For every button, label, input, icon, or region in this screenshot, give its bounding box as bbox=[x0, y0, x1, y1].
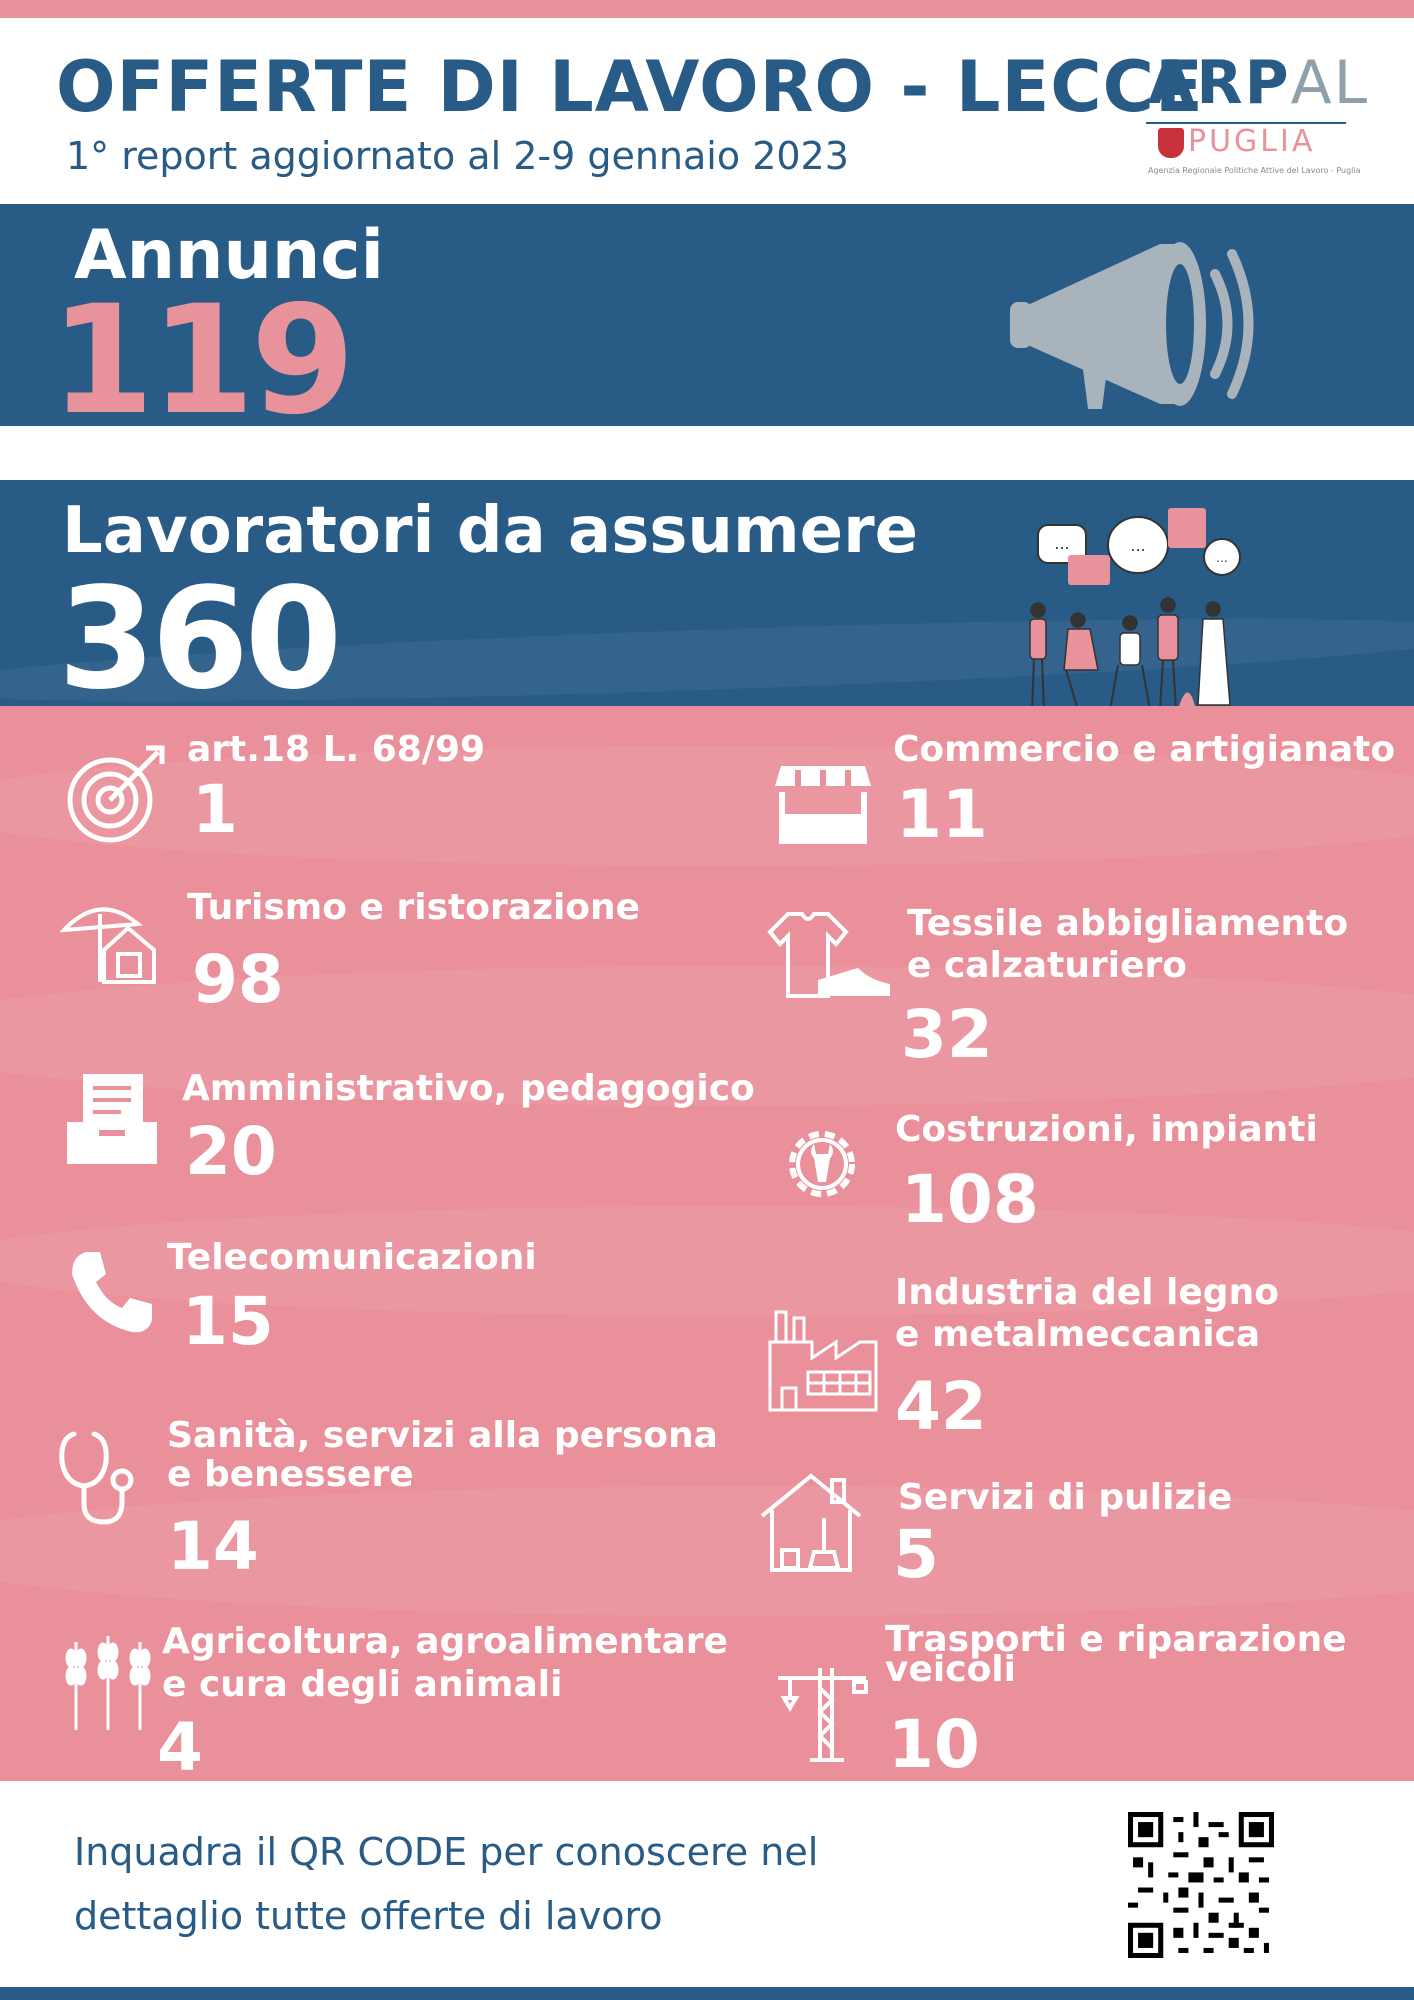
svg-text:...: ... bbox=[1130, 536, 1145, 555]
category-label-line2: e calzaturiero bbox=[907, 945, 1188, 986]
megaphone-icon bbox=[1010, 242, 1254, 409]
category-label: Commercio e artigianato bbox=[893, 729, 1396, 770]
category-label: art.18 L. 68/99 bbox=[187, 729, 486, 770]
brush-texture bbox=[0, 746, 1414, 866]
category-value: 20 bbox=[185, 1113, 277, 1190]
page-title: OFFERTE DI LAVORO - LECCE bbox=[56, 46, 1204, 128]
logo-rule bbox=[1146, 122, 1346, 124]
category-label-line2: veicoli bbox=[885, 1649, 1016, 1690]
category-value: 14 bbox=[167, 1508, 259, 1585]
category-value: 15 bbox=[182, 1283, 274, 1360]
category-label: Servizi di pulizie bbox=[898, 1477, 1233, 1518]
category-value: 11 bbox=[896, 776, 988, 853]
qr-instructions-line1: Inquadra il QR CODE per conoscere nel bbox=[74, 1830, 819, 1874]
category-label: Industria del legno bbox=[895, 1272, 1279, 1313]
tshirt-shoe-icon bbox=[767, 912, 890, 998]
category-value: 5 bbox=[893, 1516, 939, 1593]
gear-wrench-icon bbox=[789, 1131, 855, 1197]
shop-stall-icon bbox=[775, 766, 871, 844]
category-value: 98 bbox=[192, 941, 284, 1018]
phone-icon bbox=[72, 1252, 152, 1333]
brush-texture bbox=[0, 1486, 1414, 1616]
page-subtitle: 1° report aggiornato al 2-9 gennaio 2023 bbox=[66, 134, 849, 178]
logo-caption: Agenzia Regionale Politiche Attive del L… bbox=[1148, 166, 1361, 175]
annunci-value: 119 bbox=[50, 274, 355, 448]
qr-instructions: Inquadra il QR CODE per conoscere nel de… bbox=[74, 1820, 834, 1948]
category-label: Amministrativo, pedagogico bbox=[182, 1068, 755, 1109]
svg-text:...: ... bbox=[1054, 534, 1069, 553]
logo-arpal-text: ARPAL bbox=[1148, 48, 1370, 118]
category-label: Sanità, servizi alla persona bbox=[167, 1415, 718, 1456]
category-label: Telecomunicazioni bbox=[167, 1237, 537, 1278]
categories-panel bbox=[0, 706, 1414, 1781]
category-label: Trasporti e riparazione bbox=[885, 1619, 1347, 1660]
category-label-line2: e metalmeccanica bbox=[895, 1314, 1261, 1355]
qr-code-icon[interactable] bbox=[1128, 1812, 1274, 1958]
target-icon bbox=[67, 745, 165, 843]
brush-texture bbox=[0, 1206, 1414, 1316]
category-label: Costruzioni, impianti bbox=[895, 1109, 1318, 1150]
lavoratori-band: Lavoratori da assumere 360 bbox=[0, 480, 1414, 706]
category-label-line2: e benessere bbox=[167, 1454, 414, 1495]
category-label: Turismo e ristorazione bbox=[187, 887, 641, 928]
arpal-puglia-logo: ARPAL PUGLIA Agenzia Regionale Politiche… bbox=[1140, 48, 1367, 183]
people-discussion-illustration: ... ... ... bbox=[1029, 508, 1241, 711]
category-value: 4 bbox=[157, 1709, 203, 1786]
document-tray-icon bbox=[67, 1074, 157, 1164]
category-value: 42 bbox=[895, 1368, 987, 1445]
category-value: 10 bbox=[888, 1706, 980, 1783]
annunci-label: Annunci bbox=[74, 216, 384, 295]
header: OFFERTE DI LAVORO - LECCE 1° report aggi… bbox=[0, 18, 1414, 204]
bottom-strip bbox=[0, 1987, 1414, 2000]
lavoratori-label: Lavoratori da assumere bbox=[62, 494, 919, 568]
svg-text:...: ... bbox=[1216, 551, 1227, 565]
wheat-icon bbox=[65, 1636, 151, 1730]
category-value: 32 bbox=[901, 996, 993, 1073]
qr-instructions-line2: dettaglio tutte offerte di lavoro bbox=[74, 1894, 663, 1938]
house-cleaning-icon bbox=[760, 1473, 862, 1572]
category-value: 1 bbox=[192, 771, 238, 848]
factory-icon bbox=[768, 1310, 878, 1412]
logo-region-text: PUGLIA bbox=[1188, 124, 1316, 159]
category-label: Tessile abbigliamento bbox=[907, 903, 1349, 944]
category-value: 108 bbox=[901, 1161, 1039, 1238]
top-strip bbox=[0, 0, 1414, 18]
category-label: Agricoltura, agroalimentare bbox=[162, 1621, 728, 1662]
lavoratori-value: 360 bbox=[58, 558, 342, 706]
stethoscope-icon bbox=[59, 1431, 134, 1525]
category-label-line2: e cura degli animali bbox=[162, 1664, 563, 1705]
brush-texture bbox=[0, 966, 1414, 1106]
beach-umbrella-house-icon bbox=[60, 907, 156, 984]
annunci-band: Annunci 119 bbox=[0, 204, 1414, 448]
crane-icon bbox=[778, 1668, 868, 1762]
puglia-crest-icon bbox=[1158, 128, 1184, 158]
